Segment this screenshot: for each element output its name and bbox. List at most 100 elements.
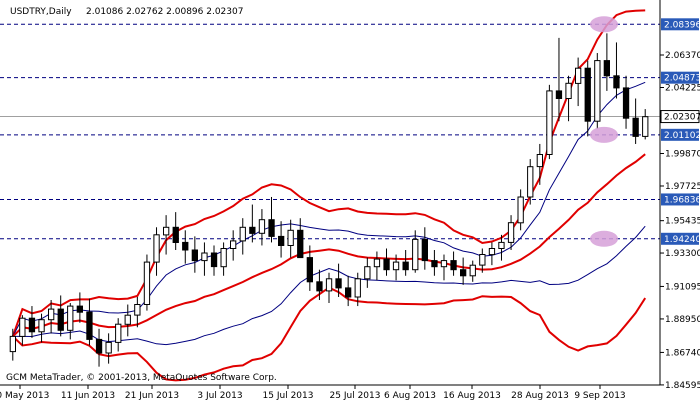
price-tick-label: 1.84595 (665, 381, 700, 391)
candle-body (134, 304, 141, 316)
candle-body (124, 314, 131, 325)
candle-body (67, 305, 74, 331)
candle-body (278, 235, 285, 246)
highlight-ellipse (590, 126, 618, 143)
candle-body (613, 75, 620, 89)
level-price-label: 1.94240 (664, 235, 700, 245)
level-price-label: 2.08396 (664, 20, 700, 30)
candle-body (258, 219, 266, 234)
time-tick-label: 16 Aug 2013 (443, 391, 501, 401)
candle-body (38, 319, 45, 333)
candle-body (57, 308, 64, 331)
candle-body (450, 260, 457, 271)
candle-body (95, 338, 103, 354)
copyright-footer: GCM MetaTrader, © 2001-2013, MetaQuotes … (6, 373, 277, 383)
price-tick-label: 1.93300 (665, 249, 700, 259)
candle-body (172, 226, 179, 244)
level-price-box (661, 193, 699, 206)
price-tick-label: 1.95435 (665, 217, 700, 227)
candle-body (210, 252, 218, 268)
candle-body (392, 261, 400, 271)
candle-body (594, 60, 601, 122)
candle-body (268, 219, 275, 237)
time-tick-label: 9 Sep 2013 (574, 391, 625, 401)
highlight-ellipses-group (590, 16, 618, 247)
price-tick-label: 2.04225 (665, 84, 700, 94)
candle-body (479, 254, 486, 266)
candle-body (19, 317, 26, 337)
candle-body (201, 252, 208, 262)
time-tick-label: 6 Aug 2013 (384, 391, 436, 401)
candle-body (555, 90, 563, 100)
price-tick-label: 1.99870 (665, 149, 700, 159)
candle-body (402, 261, 409, 271)
candle-body (440, 260, 448, 268)
candle-body (421, 238, 429, 262)
candle-body (412, 238, 419, 271)
time-tick-label: 21 Jun 2013 (125, 391, 179, 401)
candle-body (28, 317, 36, 333)
candle-body (527, 166, 534, 198)
candle-body (48, 308, 55, 321)
price-tick-label: 1.97725 (665, 182, 700, 192)
candle-body (354, 278, 361, 298)
candle-body (153, 234, 160, 263)
candle-body (632, 117, 639, 137)
level-price-box (661, 18, 699, 31)
candle-body (182, 241, 189, 251)
candle-body (325, 278, 333, 292)
ohlc-header: 2.01086 2.02762 2.00896 2.02307 (86, 7, 243, 17)
highlight-ellipse (590, 16, 618, 33)
candle-body (163, 226, 170, 236)
candle-body (345, 287, 352, 298)
candle-body (498, 241, 505, 249)
time-axis: 30 May 2013 11 Jun 2013 21 Jun 2013 3 Jul 2… (0, 385, 626, 401)
candle-body (9, 335, 16, 353)
candle-body (335, 278, 342, 289)
current-price-box (660, 110, 700, 124)
candles-group (9, 33, 649, 367)
candle-body (316, 281, 323, 292)
candle-body (287, 229, 294, 247)
candle-body (105, 341, 112, 354)
candle-body (249, 226, 256, 234)
candle-body (622, 87, 630, 119)
candle-body (642, 116, 649, 137)
bollinger-inner-upper-band (12, 81, 646, 337)
candle-body (460, 269, 467, 277)
candle-body (431, 260, 438, 268)
candle-body (603, 60, 611, 77)
time-tick-label: 28 Aug 2013 (511, 391, 569, 401)
highlight-ellipse (590, 230, 618, 247)
candle-body (143, 261, 151, 306)
price-labels-group: 2.08396 2.04873 2.01102 1.96836 1.94240 2.023… (660, 18, 700, 245)
candle-body (584, 67, 591, 122)
candle-body (220, 248, 227, 268)
candle-body (239, 226, 246, 242)
time-tick-label: 15 Jul 2013 (263, 391, 314, 401)
level-price-label: 2.01102 (664, 131, 700, 141)
candle-body (546, 90, 553, 155)
candle-body (488, 248, 496, 256)
candle-body (76, 305, 83, 313)
candle-body (469, 264, 476, 277)
level-price-label: 2.04873 (664, 74, 700, 84)
candle-body (575, 67, 582, 84)
candle-body (306, 257, 314, 283)
candle-body (536, 154, 544, 168)
candle-body (507, 222, 515, 243)
time-tick-label: 30 May 2013 (0, 391, 49, 401)
current-price-label: 2.02307 (664, 113, 700, 123)
price-tick-label: 2.06370 (665, 51, 700, 61)
candle-body (191, 249, 198, 262)
candle-body (373, 258, 381, 268)
candle-body (364, 266, 371, 280)
candle-body (297, 229, 304, 259)
time-tick-label: 3 Jul 2013 (197, 391, 242, 401)
level-price-box (661, 128, 699, 141)
candle-body (115, 323, 122, 343)
price-axis: 2.06370 2.04225 1.99870 1.97725 1.95435 1.933… (660, 51, 700, 391)
price-tick-label: 1.88950 (665, 315, 700, 325)
